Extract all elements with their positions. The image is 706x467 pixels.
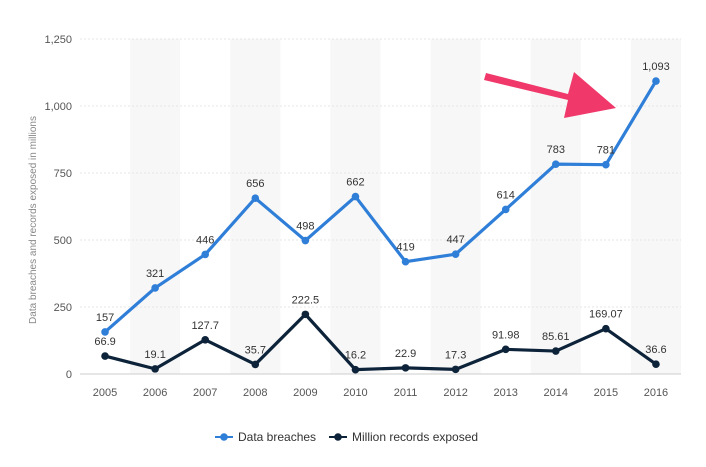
data-point — [401, 364, 410, 372]
data-point — [451, 365, 460, 374]
arrow-shape — [484, 72, 616, 118]
data-label: 35.7 — [245, 344, 266, 356]
data-label: 66.9 — [94, 336, 115, 348]
data-point — [501, 205, 510, 214]
x-tick-label: 2014 — [544, 387, 568, 399]
data-label: 222.5 — [292, 294, 320, 306]
data-label: 169.07 — [589, 309, 623, 321]
plot-band — [330, 39, 381, 374]
data-point — [101, 352, 109, 360]
legend-label: Data breaches — [238, 430, 316, 444]
y-tick-label: 1,250 — [44, 34, 72, 46]
legend-label: Million records exposed — [352, 430, 478, 444]
data-label: 783 — [547, 144, 565, 156]
legend[interactable]: Data breaches Million records exposed — [215, 430, 478, 444]
data-point — [401, 257, 410, 266]
plot-bands — [130, 39, 681, 374]
data-point — [151, 365, 159, 373]
legend-marker — [334, 433, 342, 441]
data-label: 419 — [396, 242, 414, 254]
data-point — [101, 328, 109, 336]
x-tick-label: 2010 — [343, 387, 367, 399]
x-tick-label: 2005 — [93, 387, 117, 399]
data-point — [201, 335, 210, 344]
annotation-arrow — [484, 72, 616, 118]
data-point — [351, 192, 360, 201]
data-label: 1,093 — [642, 61, 670, 73]
data-point — [251, 194, 260, 202]
series-line-0 — [103, 80, 658, 334]
y-axis: 0 250 500 750 1,000 1,250 — [44, 34, 72, 381]
legend-item-1[interactable]: Million records exposed — [329, 430, 478, 444]
data-point — [201, 250, 210, 259]
data-point — [652, 77, 660, 85]
data-point — [501, 345, 510, 354]
y-tick-label: 250 — [54, 302, 72, 314]
data-label: 498 — [296, 221, 314, 233]
data-point — [551, 347, 560, 355]
data-label: 157 — [96, 312, 114, 324]
x-axis: 2005 2006 2007 2008 2009 2010 2011 2012 2013 2014… — [93, 387, 668, 399]
y-axis-title: Data breaches and records exposed in mil… — [28, 116, 39, 324]
data-label: 447 — [446, 234, 464, 246]
legend-marker — [220, 433, 228, 441]
data-label: 91.98 — [492, 329, 520, 341]
y-tick-label: 750 — [54, 168, 72, 180]
data-label: 321 — [146, 268, 164, 280]
data-label: 127.7 — [191, 320, 219, 332]
x-tick-label: 2012 — [443, 387, 467, 399]
data-point — [451, 250, 460, 259]
legend-item-0[interactable]: Data breaches — [215, 430, 316, 444]
y-tick-label: 500 — [54, 235, 72, 247]
x-tick-label: 2016 — [644, 387, 668, 399]
data-point — [602, 324, 610, 333]
plot-band — [230, 39, 281, 374]
x-tick-label: 2006 — [143, 387, 167, 399]
data-point — [351, 365, 360, 374]
plot-band — [130, 39, 181, 374]
data-point — [301, 236, 310, 245]
x-tick-label: 2008 — [243, 387, 267, 399]
data-point — [301, 310, 310, 319]
x-tick-label: 2011 — [394, 387, 418, 399]
series-line-1 — [104, 312, 657, 372]
plot-band — [430, 39, 481, 374]
y-tick-label: 0 — [66, 369, 72, 381]
data-label: 781 — [597, 145, 615, 157]
series-group: 157 321 446 656 498 662 419 447 614 783 781 1,093 66… — [94, 61, 670, 374]
data-point — [251, 360, 260, 369]
data-point — [652, 360, 660, 368]
data-label: 662 — [346, 177, 364, 189]
data-label: 19.1 — [144, 349, 165, 361]
data-label: 446 — [196, 234, 214, 246]
data-label: 16.2 — [345, 350, 366, 362]
x-tick-label: 2007 — [193, 387, 217, 399]
data-label: 22.9 — [395, 348, 416, 360]
data-point — [602, 160, 610, 169]
data-label: 85.61 — [542, 331, 570, 343]
data-label: 656 — [246, 178, 264, 190]
data-label: 17.3 — [445, 349, 466, 361]
y-tick-label: 1,000 — [44, 101, 72, 113]
x-tick-label: 2013 — [493, 387, 517, 399]
data-label: 614 — [497, 189, 515, 201]
data-point — [551, 160, 560, 168]
data-point — [151, 284, 159, 292]
x-tick-label: 2015 — [594, 387, 618, 399]
data-label: 36.6 — [645, 344, 666, 356]
plot-band — [630, 39, 681, 374]
x-tick-label: 2009 — [293, 387, 317, 399]
